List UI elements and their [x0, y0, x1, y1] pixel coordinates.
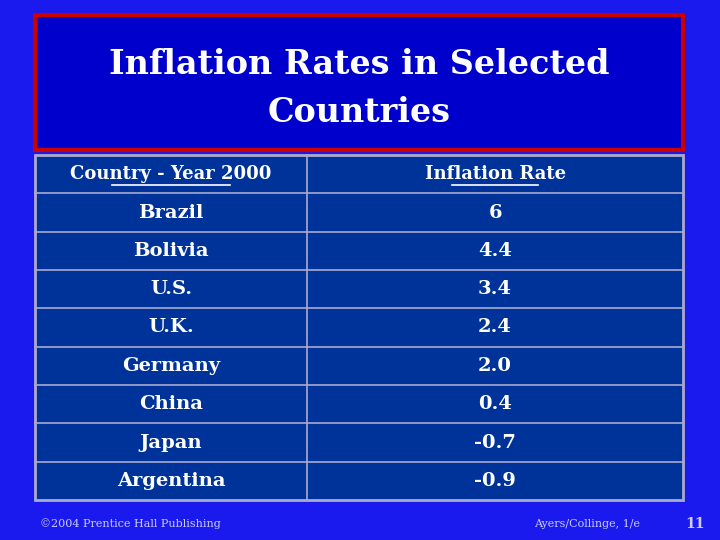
Text: -0.9: -0.9: [474, 472, 516, 490]
Text: U.S.: U.S.: [150, 280, 192, 298]
Text: 3.4: 3.4: [478, 280, 512, 298]
Text: 6: 6: [488, 204, 502, 221]
Text: 4.4: 4.4: [478, 242, 512, 260]
Text: China: China: [139, 395, 203, 413]
FancyBboxPatch shape: [35, 15, 683, 150]
Text: Bolivia: Bolivia: [133, 242, 209, 260]
Text: Brazil: Brazil: [138, 204, 204, 221]
Text: Inflation Rate: Inflation Rate: [425, 165, 566, 183]
Text: 2.0: 2.0: [478, 357, 512, 375]
Text: ©2004 Prentice Hall Publishing: ©2004 Prentice Hall Publishing: [40, 518, 221, 529]
Text: Ayers/Collinge, 1/e: Ayers/Collinge, 1/e: [534, 519, 640, 529]
Text: Inflation Rates in Selected: Inflation Rates in Selected: [109, 49, 609, 82]
Text: 11: 11: [685, 517, 705, 531]
Text: 0.4: 0.4: [478, 395, 512, 413]
Text: Countries: Countries: [268, 96, 451, 129]
FancyBboxPatch shape: [35, 155, 683, 500]
Text: Country - Year 2000: Country - Year 2000: [71, 165, 271, 183]
Text: Germany: Germany: [122, 357, 220, 375]
Text: U.K.: U.K.: [148, 319, 194, 336]
Text: Argentina: Argentina: [117, 472, 225, 490]
Text: 2.4: 2.4: [478, 319, 512, 336]
Text: Japan: Japan: [140, 434, 202, 451]
Text: -0.7: -0.7: [474, 434, 516, 451]
